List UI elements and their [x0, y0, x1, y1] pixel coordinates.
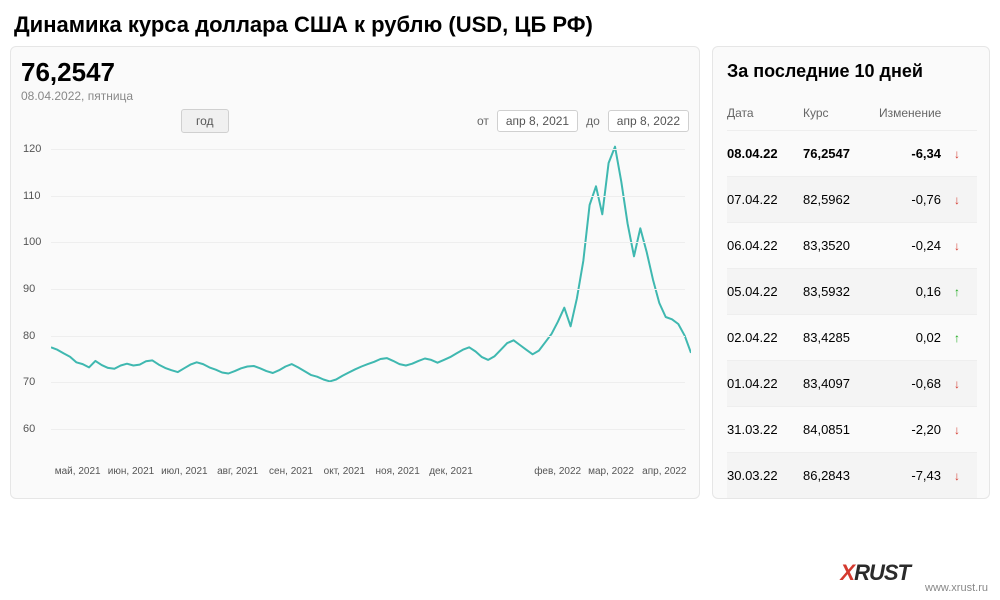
watermark-logo: XRUST — [840, 560, 910, 586]
col-date: Дата — [727, 106, 803, 120]
gridline — [51, 382, 685, 383]
arrow-down-icon: ↓ — [947, 377, 967, 391]
table-row[interactable]: 02.04.2283,42850,02↑ — [727, 314, 977, 360]
from-label: от — [477, 114, 489, 128]
line-chart — [51, 139, 691, 459]
range-year-button[interactable]: год — [181, 109, 229, 133]
history-title: За последние 10 дней — [727, 61, 977, 82]
cell-date: 01.04.22 — [727, 376, 803, 391]
cell-change: -7,43 — [879, 468, 947, 483]
x-tick-label: июн, 2021 — [108, 466, 154, 477]
x-tick-label: май, 2021 — [55, 466, 101, 477]
history-card: За последние 10 дней Дата Курс Изменение… — [712, 46, 990, 499]
arrow-down-icon: ↓ — [947, 147, 967, 161]
gridline — [51, 289, 685, 290]
cell-change: -0,76 — [879, 192, 947, 207]
arrow-down-icon: ↓ — [947, 193, 967, 207]
to-label: до — [586, 114, 600, 128]
chart-area: 60 70 80 90 100 110 120 май, 2021 июн, 2021 июл, … — [21, 139, 689, 479]
gridline — [51, 149, 685, 150]
col-rate: Курс — [803, 106, 879, 120]
table-row[interactable]: 05.04.2283,59320,16↑ — [727, 268, 977, 314]
y-tick-label: 90 — [23, 283, 35, 295]
cell-rate: 82,5962 — [803, 192, 879, 207]
cell-rate: 83,4097 — [803, 376, 879, 391]
cell-date: 05.04.22 — [727, 284, 803, 299]
col-change: Изменение — [879, 106, 947, 120]
y-tick-label: 120 — [23, 143, 41, 155]
cell-date: 31.03.22 — [727, 422, 803, 437]
arrow-down-icon: ↓ — [947, 239, 967, 253]
gridline — [51, 336, 685, 337]
date-from-picker[interactable]: апр 8, 2021 — [497, 110, 578, 132]
arrow-down-icon: ↓ — [947, 423, 967, 437]
cell-date: 06.04.22 — [727, 238, 803, 253]
y-tick-label: 60 — [23, 423, 35, 435]
main-row: 76,2547 08.04.2022, пятница год от апр 8… — [0, 46, 1000, 499]
table-row[interactable]: 07.04.2282,5962-0,76↓ — [727, 176, 977, 222]
gridline — [51, 429, 685, 430]
cell-change: 0,16 — [879, 284, 947, 299]
x-tick-label: июл, 2021 — [161, 466, 208, 477]
x-tick-label: авг, 2021 — [217, 466, 258, 477]
cell-rate: 84,0851 — [803, 422, 879, 437]
x-tick-label: сен, 2021 — [269, 466, 313, 477]
x-tick-label: ноя, 2021 — [376, 466, 420, 477]
cell-change: -2,20 — [879, 422, 947, 437]
table-row[interactable]: 08.04.2276,2547-6,34↓ — [727, 130, 977, 176]
gridline — [51, 196, 685, 197]
arrow-down-icon: ↓ — [947, 469, 967, 483]
gridline — [51, 242, 685, 243]
y-tick-label: 70 — [23, 376, 35, 388]
table-row[interactable]: 06.04.2283,3520-0,24↓ — [727, 222, 977, 268]
x-tick-label: фев, 2022 — [534, 466, 581, 477]
cell-rate: 86,2843 — [803, 468, 879, 483]
arrow-up-icon: ↑ — [947, 285, 967, 299]
controls-row: год от апр 8, 2021 до апр 8, 2022 — [21, 109, 689, 133]
table-row[interactable]: 31.03.2284,0851-2,20↓ — [727, 406, 977, 452]
cell-rate: 83,4285 — [803, 330, 879, 345]
page-title: Динамика курса доллара США к рублю (USD,… — [0, 0, 1000, 46]
cell-rate: 83,3520 — [803, 238, 879, 253]
table-row[interactable]: 01.04.2283,4097-0,68↓ — [727, 360, 977, 406]
cell-date: 02.04.22 — [727, 330, 803, 345]
cell-rate: 83,5932 — [803, 284, 879, 299]
cell-change: -0,24 — [879, 238, 947, 253]
y-tick-label: 80 — [23, 330, 35, 342]
arrow-up-icon: ↑ — [947, 331, 967, 345]
current-date: 08.04.2022, пятница — [21, 89, 689, 103]
cell-rate: 76,2547 — [803, 146, 879, 161]
x-tick-label: апр, 2022 — [642, 466, 686, 477]
cell-change: -6,34 — [879, 146, 947, 161]
cell-change: -0,68 — [879, 376, 947, 391]
watermark-url: www.xrust.ru — [925, 582, 988, 594]
cell-date: 30.03.22 — [727, 468, 803, 483]
current-rate: 76,2547 — [21, 59, 689, 85]
cell-date: 08.04.22 — [727, 146, 803, 161]
y-tick-label: 110 — [23, 190, 41, 202]
y-tick-label: 100 — [23, 236, 41, 248]
x-tick-label: окт, 2021 — [324, 466, 365, 477]
x-tick-label: мар, 2022 — [588, 466, 634, 477]
chart-card: 76,2547 08.04.2022, пятница год от апр 8… — [10, 46, 700, 499]
date-to-picker[interactable]: апр 8, 2022 — [608, 110, 689, 132]
history-header: Дата Курс Изменение — [727, 96, 977, 130]
table-row[interactable]: 30.03.2286,2843-7,43↓ — [727, 452, 977, 498]
cell-change: 0,02 — [879, 330, 947, 345]
x-tick-label: дек, 2021 — [429, 466, 473, 477]
cell-date: 07.04.22 — [727, 192, 803, 207]
